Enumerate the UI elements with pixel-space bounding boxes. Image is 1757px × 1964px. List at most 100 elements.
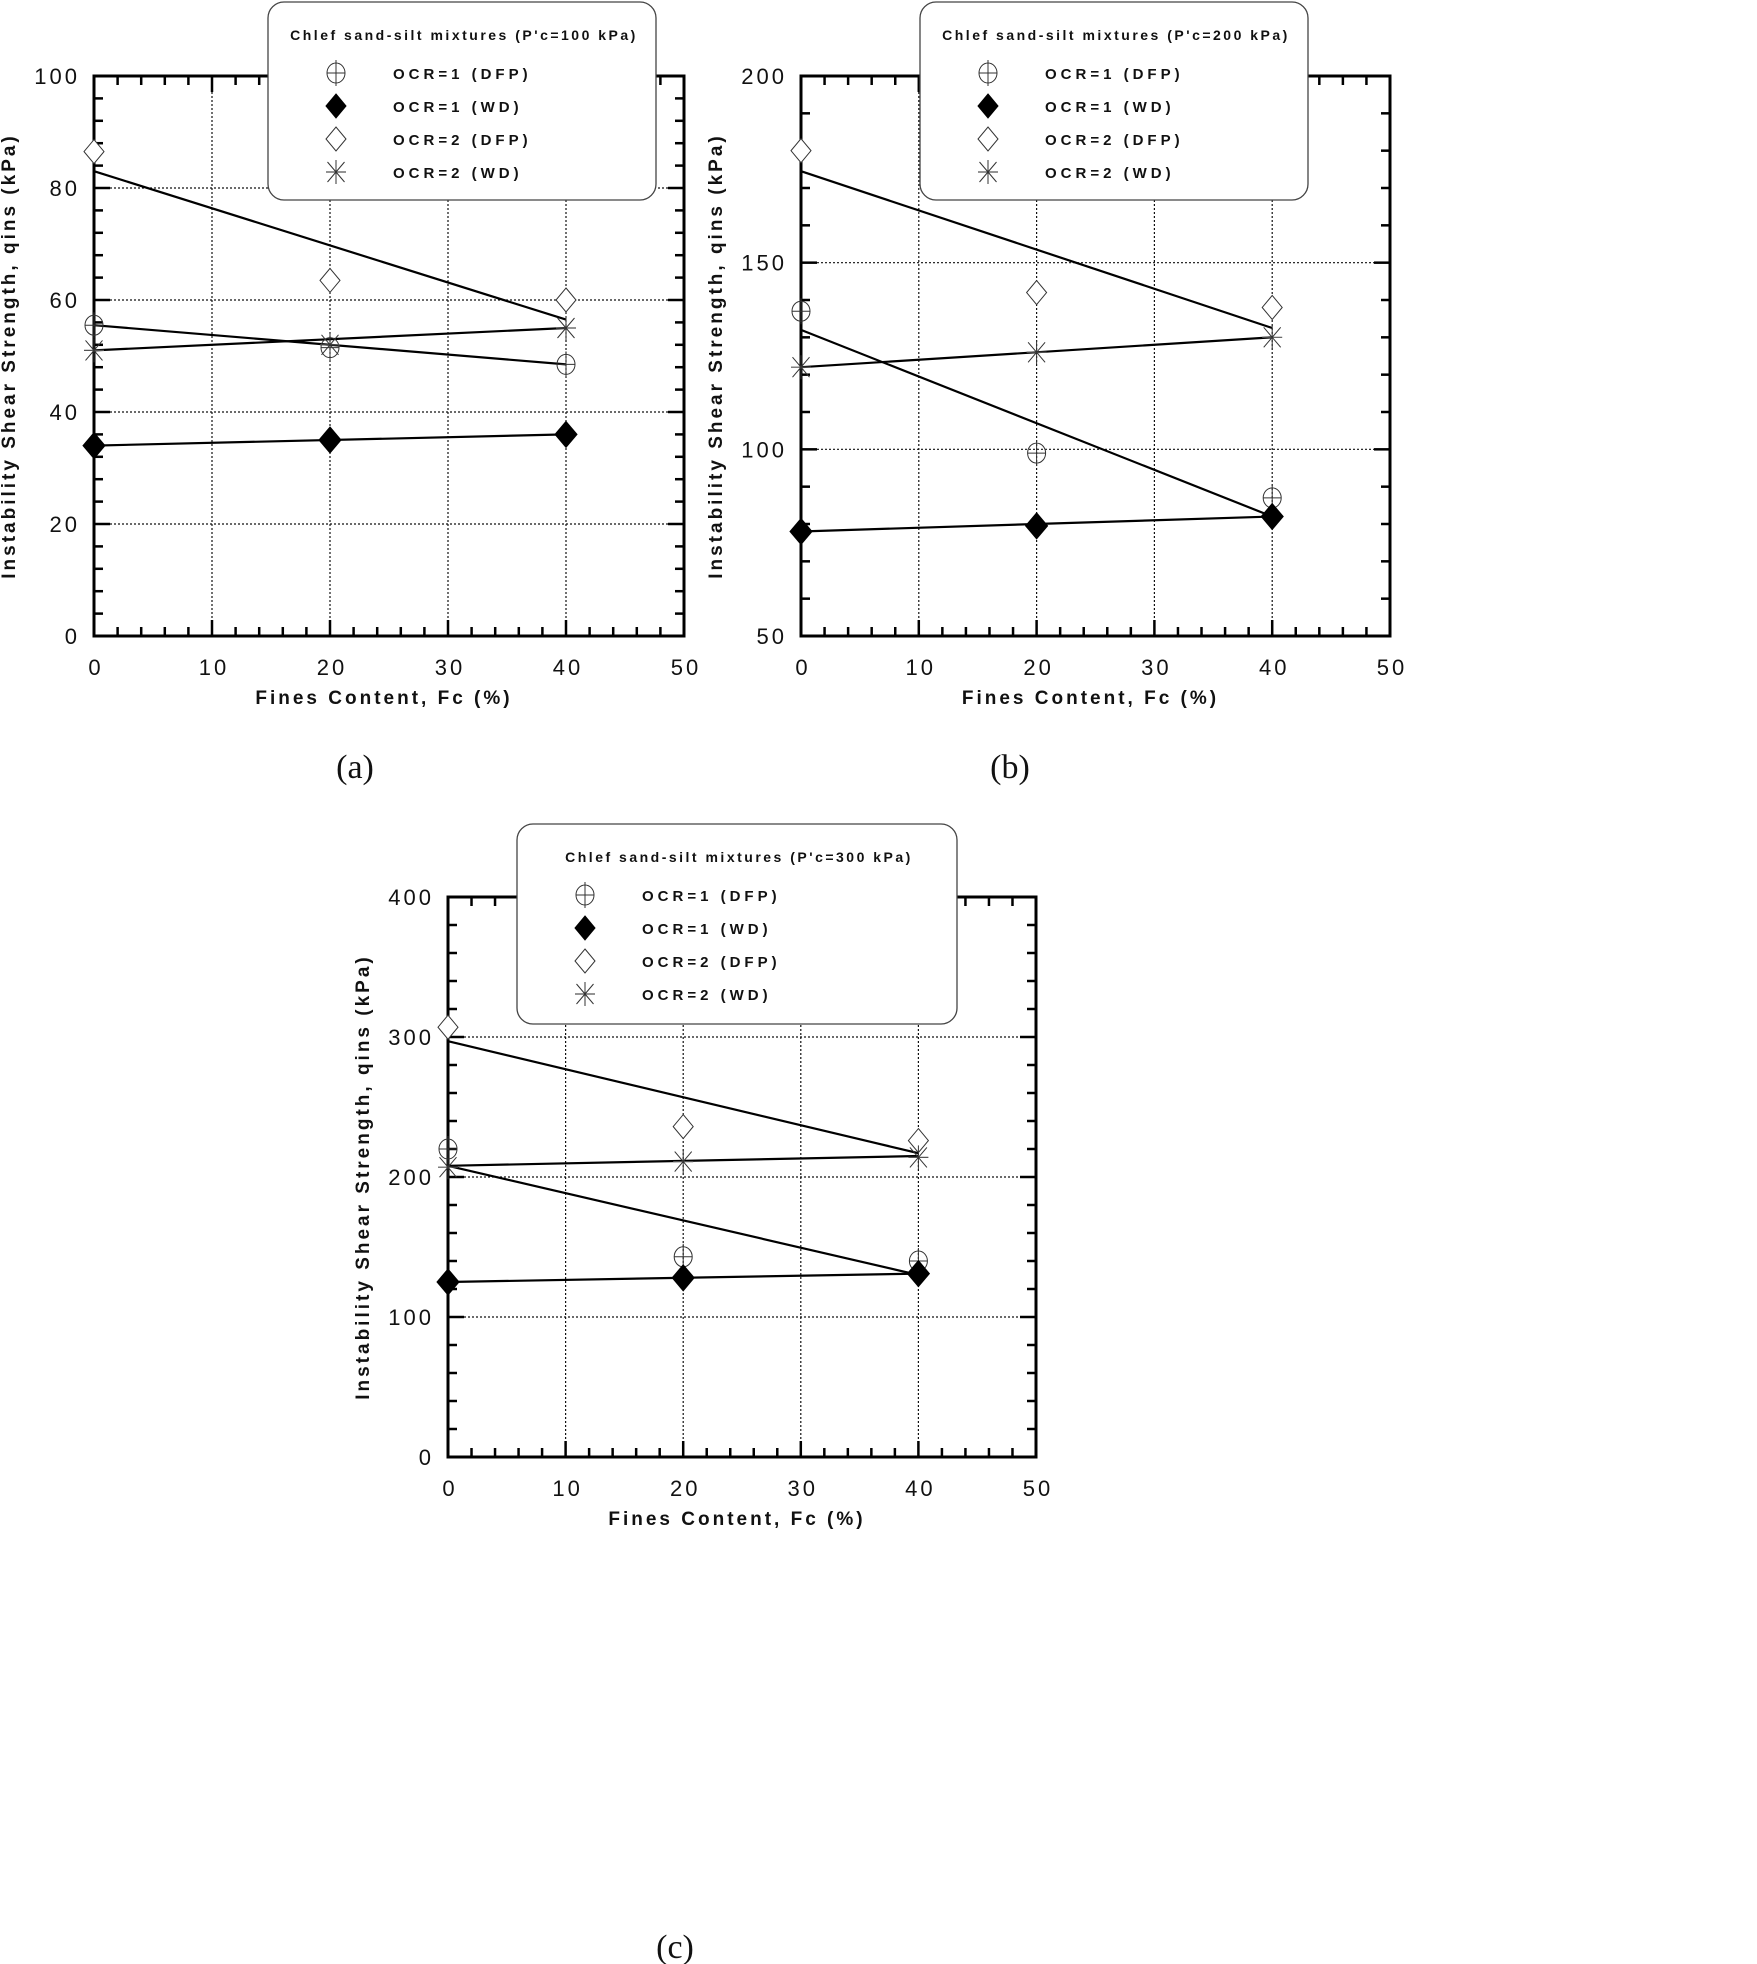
data-point-d2 xyxy=(674,1151,693,1172)
y-axis-title: Instability Shear Strength, qins (kPa) xyxy=(0,133,20,579)
x-tick-label: 20 xyxy=(317,655,347,680)
series-asterisk xyxy=(791,325,1283,380)
x-tick-label: 40 xyxy=(1259,655,1289,680)
data-point xyxy=(554,420,578,449)
data-point xyxy=(1261,294,1283,321)
legend-label: OCR=2 (WD) xyxy=(1045,165,1175,182)
legend-box xyxy=(267,1,657,201)
series-open-diamond xyxy=(83,138,577,313)
series-circle-cross xyxy=(791,298,1282,511)
x-tick-label: 30 xyxy=(1141,655,1171,680)
data-point xyxy=(671,1264,695,1292)
y-tick-label: 200 xyxy=(388,1165,434,1190)
data-point xyxy=(1260,502,1284,531)
data-point xyxy=(789,517,813,546)
data-point-d2 xyxy=(439,1156,457,1178)
legend-marker-d2 xyxy=(979,161,997,183)
legend-label: OCR=1 (DFP) xyxy=(1045,66,1184,83)
chart-panel-c: 0 10 20 30 40 50 0 100 200 300 400 Fines Content, F… xyxy=(353,823,1053,1964)
trend-line-0 xyxy=(800,328,1273,518)
panel-caption: (a) xyxy=(336,749,374,786)
x-tick-label: 20 xyxy=(1023,655,1053,680)
data-point xyxy=(82,431,106,460)
y-tick-label: 40 xyxy=(50,400,80,425)
legend-marker xyxy=(325,126,347,152)
legend-marker-d2 xyxy=(327,161,345,183)
y-axis-title: Instability Shear Strength, qins (kPa) xyxy=(353,954,374,1400)
data-point-d2 xyxy=(557,317,575,339)
legend-label: OCR=1 (WD) xyxy=(393,99,523,116)
data-point-d2 xyxy=(1263,327,1282,348)
legend-label: OCR=1 (WD) xyxy=(642,921,772,938)
y-tick-label: 50 xyxy=(757,624,787,649)
x-tick-label: 40 xyxy=(905,1476,935,1501)
legend-marker xyxy=(325,93,347,119)
data-point xyxy=(436,1268,460,1296)
x-tick-label: 50 xyxy=(1377,655,1407,680)
series-asterisk xyxy=(84,316,576,363)
x-axis-title: Fines Content, Fc (%) xyxy=(255,688,512,709)
legend-marker xyxy=(977,126,999,152)
trend-line-2 xyxy=(447,1040,919,1155)
y-tick-label: 20 xyxy=(50,512,80,537)
legend-marker-d2 xyxy=(576,983,594,1005)
x-tick-label: 10 xyxy=(552,1476,582,1501)
y-tick-label: 100 xyxy=(34,64,80,89)
legend-label: OCR=1 (DFP) xyxy=(393,66,532,83)
legend: Chlef sand-silt mixtures (P'c=300 kPa) OC… xyxy=(516,823,958,1025)
x-tick-label: 50 xyxy=(1023,1476,1053,1501)
x-axis-title: Fines Content, Fc (%) xyxy=(608,1509,865,1530)
legend-label: OCR=1 (DFP) xyxy=(642,888,781,905)
x-axis-title: Fines Content, Fc (%) xyxy=(962,688,1219,709)
series-filled-diamond xyxy=(789,502,1284,546)
x-tick-label: 20 xyxy=(670,1476,700,1501)
data-point-d2 xyxy=(1027,341,1046,363)
data-point-d2 xyxy=(909,1147,928,1168)
data-point xyxy=(318,426,342,454)
y-tick-label: 400 xyxy=(388,885,434,910)
series-filled-diamond xyxy=(82,420,578,460)
panel-caption: (b) xyxy=(990,749,1030,786)
legend-title: Chlef sand-silt mixtures (P'c=200 kPa) xyxy=(942,27,1290,43)
data-point-d2 xyxy=(321,334,339,356)
y-tick-label: 200 xyxy=(741,64,787,89)
data-point xyxy=(83,138,105,165)
trend-line-0 xyxy=(447,1164,919,1277)
x-tick-label: 0 xyxy=(795,655,810,680)
y-tick-label: 100 xyxy=(388,1305,434,1330)
series-open-diamond xyxy=(790,137,1283,321)
legend: Chlef sand-silt mixtures (P'c=200 kPa) OC… xyxy=(919,1,1309,201)
data-point xyxy=(1025,279,1048,306)
x-tick-label: 30 xyxy=(788,1476,818,1501)
series-filled-diamond xyxy=(436,1259,931,1296)
legend-label: OCR=2 (WD) xyxy=(393,165,523,182)
legend-marker xyxy=(574,948,596,974)
legend-box xyxy=(919,1,1309,201)
y-tick-label: 60 xyxy=(50,288,80,313)
x-tick-label: 10 xyxy=(199,655,229,680)
legend-label: OCR=2 (DFP) xyxy=(1045,132,1184,149)
y-tick-label: 0 xyxy=(419,1445,434,1470)
x-tick-label: 10 xyxy=(906,655,936,680)
legend-label: OCR=1 (WD) xyxy=(1045,99,1175,116)
series-open-diamond xyxy=(437,1014,930,1154)
legend: Chlef sand-silt mixtures (P'c=100 kPa) OC… xyxy=(267,1,657,201)
data-point xyxy=(555,287,577,313)
y-tick-label: 150 xyxy=(741,251,787,276)
y-tick-label: 0 xyxy=(65,624,80,649)
series-asterisk xyxy=(438,1145,929,1180)
chart-panel-a: 0 10 20 30 40 50 0 20 40 60 80 100 Fines Content, Fc… xyxy=(0,1,698,786)
x-tick-label: 40 xyxy=(553,655,583,680)
chart-panel-b: 0 10 20 30 40 50 50 100 150 200 Fines Content, Fc … xyxy=(706,1,1407,786)
legend-marker xyxy=(574,915,596,941)
x-tick-label: 0 xyxy=(88,655,103,680)
panel-caption: (c) xyxy=(656,1929,694,1964)
legend-label: OCR=2 (DFP) xyxy=(642,954,781,971)
data-point xyxy=(906,1259,931,1288)
legend-label: OCR=2 (WD) xyxy=(642,987,772,1004)
y-axis-title: Instability Shear Strength, qins (kPa) xyxy=(706,133,727,579)
data-point xyxy=(319,267,341,294)
legend-label: OCR=2 (DFP) xyxy=(393,132,532,149)
legend-box xyxy=(516,823,958,1025)
